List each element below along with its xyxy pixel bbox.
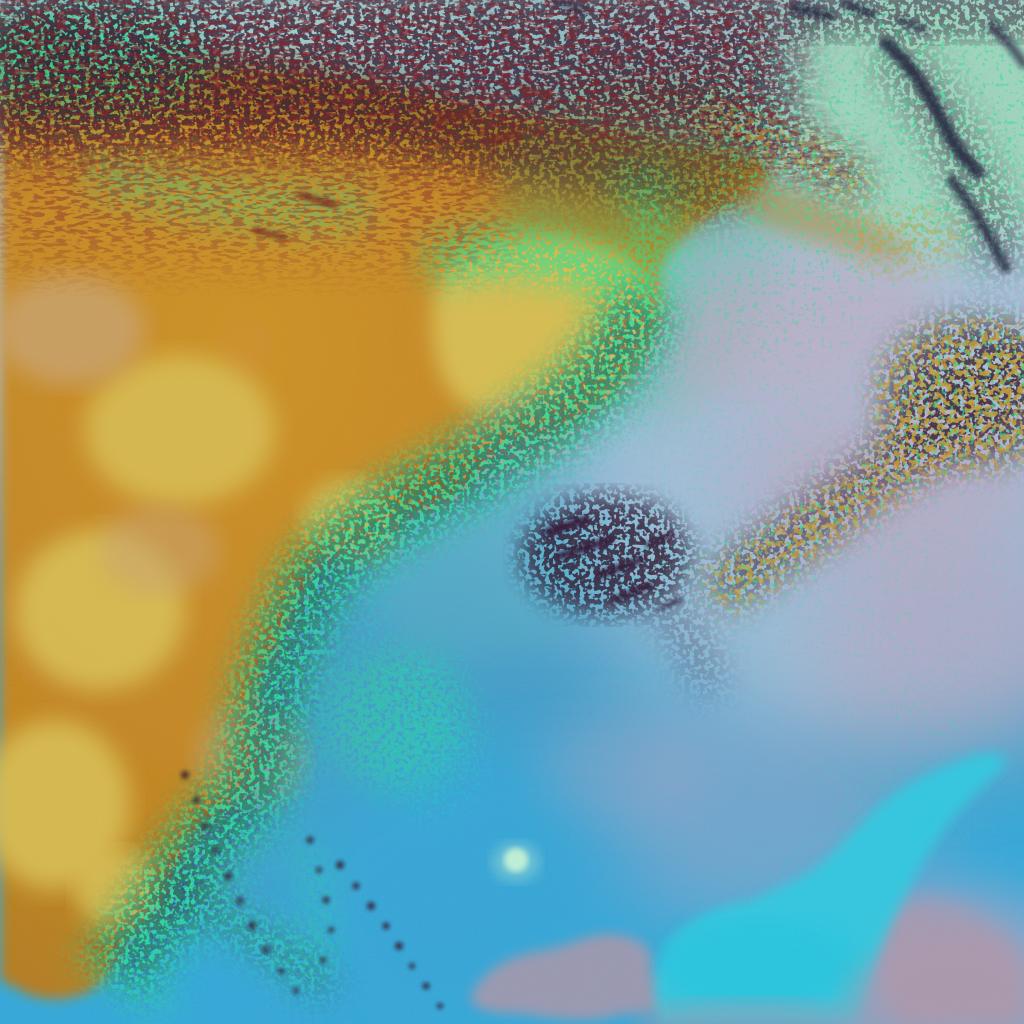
satellite-image-canvas	[0, 0, 1024, 1024]
film-grain	[0, 0, 1024, 1024]
satellite-image	[0, 0, 1024, 1024]
